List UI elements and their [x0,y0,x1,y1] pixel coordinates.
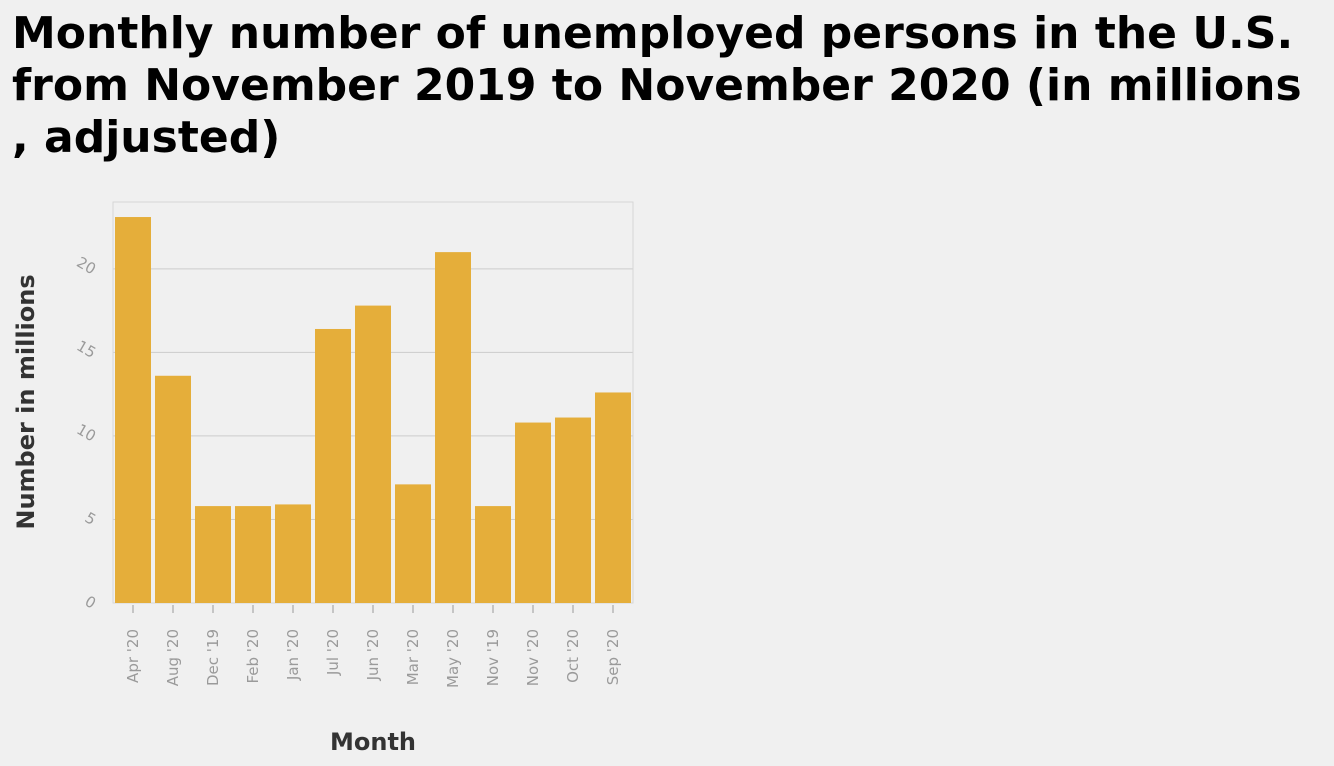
x-tick-labels: Apr '20 Aug '20 Dec '19 Feb '20 Jan '20 Jul '… [124,605,622,688]
chart-title: Monthly number of unemployed persons in … [12,8,1302,163]
x-tick-label: Feb '20 [244,629,262,684]
y-axis-title: Number in millions [12,274,40,529]
x-tick-label: May '20 [444,629,462,688]
y-tick-labels: 0 5 10 15 20 [73,253,99,612]
bar [155,375,191,603]
x-tick-label: Sep '20 [604,629,622,685]
bar [315,328,351,603]
x-tick-label: Jan '20 [284,629,302,681]
x-tick-label: Jul '20 [324,629,342,676]
bar [275,504,311,603]
x-tick-label: Mar '20 [404,629,422,685]
x-tick-label: Aug '20 [164,629,182,686]
x-tick-label: Apr '20 [124,629,142,683]
bar [115,217,151,603]
y-tick-label: 20 [73,253,99,278]
bar [435,252,471,603]
y-tick-label: 0 [82,592,99,612]
x-axis-title: Month [330,728,416,756]
bar [235,506,271,603]
y-tick-label: 5 [82,509,99,529]
bar [515,422,551,603]
x-tick-label: Oct '20 [564,629,582,683]
bar [475,506,511,603]
x-tick-label: Nov '19 [484,629,502,686]
y-tick-label: 10 [73,420,99,445]
x-tick-label: Dec '19 [204,629,222,686]
x-tick-label: Nov '20 [524,629,542,686]
bar [555,417,591,603]
bar [195,506,231,603]
bar [395,484,431,603]
x-tick-label: Jun '20 [364,629,382,681]
bars [115,217,631,603]
y-tick-label: 15 [73,337,99,362]
bar [595,392,631,603]
bar [355,305,391,603]
